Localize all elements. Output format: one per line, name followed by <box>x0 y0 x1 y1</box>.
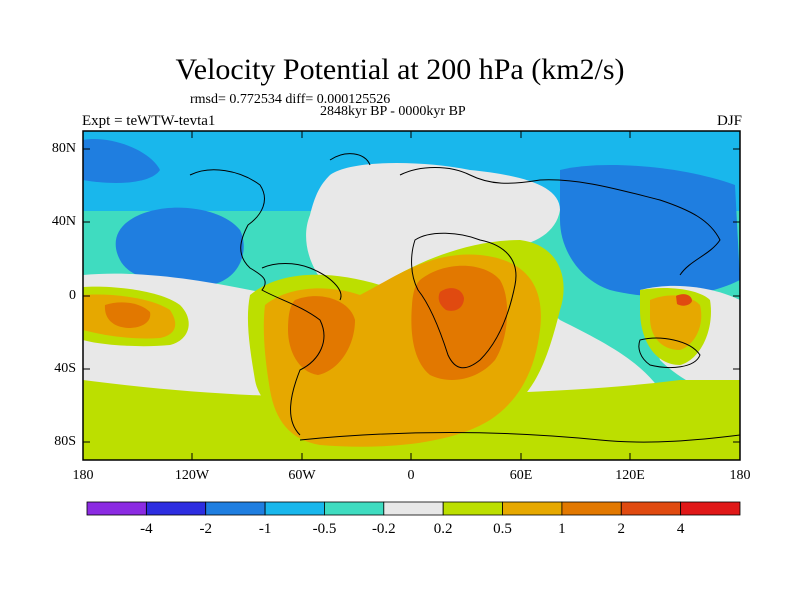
colorbar-swatch <box>561 501 622 516</box>
eurasia-coast <box>399 167 721 276</box>
lon-label: 120W <box>174 468 210 483</box>
colorbar-label: 0.2 <box>433 521 453 537</box>
colorbar-swatch <box>442 501 503 516</box>
positive-strong-africa <box>411 265 508 380</box>
colorbar-swatch <box>620 501 682 516</box>
lat-label: 80S <box>54 434 76 449</box>
colorbar-swatch <box>86 501 147 516</box>
colorbar-label: -0.5 <box>312 521 337 537</box>
experiment-label: Expt = teWTW-tevta1 <box>82 113 216 129</box>
colorbar-swatch <box>145 501 207 516</box>
negative-pacific <box>115 207 244 286</box>
lat-label: 40N <box>51 214 76 229</box>
colorbar-label: -0.2 <box>371 521 396 537</box>
colorbar-swatch <box>680 501 741 516</box>
australia-coast <box>638 337 701 368</box>
antarctica-coast <box>299 432 740 443</box>
colorbar-label: 2 <box>617 521 626 537</box>
colorbar <box>86 501 741 516</box>
positive-strong-pacific <box>104 302 151 328</box>
colorbar-label: -4 <box>140 521 153 537</box>
negative-arctic <box>83 139 160 183</box>
colorbar-label: -2 <box>199 521 212 537</box>
lon-label: 120E <box>615 468 645 483</box>
lon-label: 180 <box>729 468 751 483</box>
season-label: DJF <box>716 113 742 129</box>
stats-subtitle: rmsd= 0.772534 diff= 0.000125526 <box>190 92 391 107</box>
lat-label: 40S <box>54 361 76 376</box>
axis-ticks <box>82 131 741 460</box>
lon-label: 0 <box>407 468 415 483</box>
colorbar-label: 0.5 <box>493 521 512 537</box>
greenland-coast <box>329 153 371 166</box>
period-subtitle: 2848kyr BP - 0000kyr BP <box>320 104 466 119</box>
lat-label: 80N <box>51 141 76 156</box>
colorbar-label: -1 <box>258 521 272 537</box>
colorbar-swatch <box>264 501 325 516</box>
lon-label: 60E <box>509 468 533 483</box>
colorbar-label: 4 <box>676 521 685 537</box>
positive-max-west-pacific <box>676 294 692 306</box>
lat-label: 0 <box>69 288 76 303</box>
contour-fill <box>83 131 740 460</box>
negative-asia <box>560 165 740 297</box>
neutral-europe <box>306 163 560 298</box>
colorbar-swatch <box>205 501 266 516</box>
positive-mid-west-pacific <box>650 295 702 350</box>
colorbar-swatch <box>324 501 385 516</box>
africa-coast <box>411 232 517 369</box>
positive-max-africa <box>438 288 464 311</box>
coastlines <box>189 153 740 443</box>
lon-label: 180 <box>72 468 94 483</box>
map-title: Velocity Potential at 200 hPa (km2/s) <box>175 53 625 86</box>
colorbar-swatch <box>383 501 444 516</box>
colorbar-swatch <box>502 501 563 516</box>
positive-strong-south-america <box>288 296 355 375</box>
lon-label: 60W <box>288 468 316 483</box>
colorbar-label: 1 <box>558 521 566 537</box>
south-america-north-coast <box>261 263 342 301</box>
americas-coast <box>189 169 325 436</box>
